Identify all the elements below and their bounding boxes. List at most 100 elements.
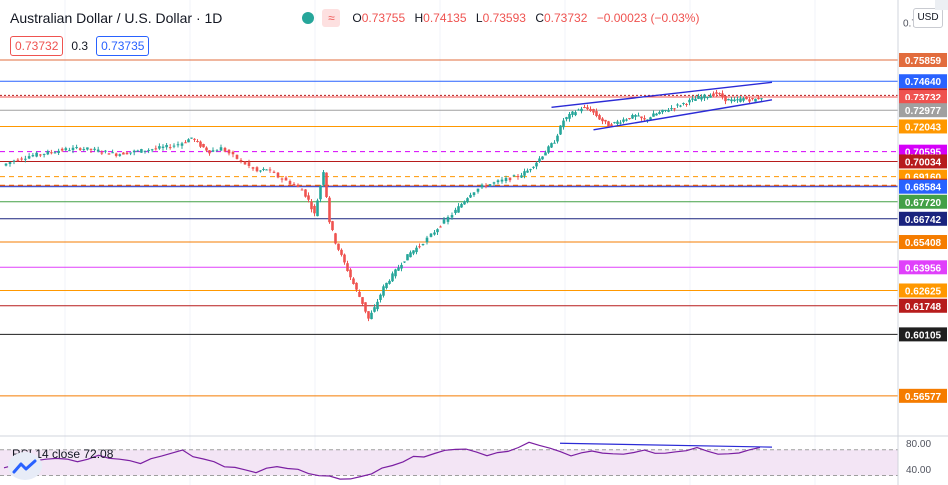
candle-body [516,176,520,178]
currency-button[interactable]: USD [913,8,943,28]
candle-body [172,145,176,147]
candle [488,183,492,187]
candle [340,248,343,257]
candle-body [82,149,86,151]
candle [382,284,385,298]
candle [24,155,27,163]
candle [736,96,739,103]
candle [446,215,450,225]
candle [385,282,388,290]
candle-body [610,124,613,127]
candle-body [397,267,400,271]
candle [592,108,595,115]
candle [4,163,8,167]
wave-icon[interactable]: ≈ [322,9,341,27]
level-label-9: 0.69160 [905,173,942,184]
candle-body [147,149,150,151]
spread-value: 0.3 [71,39,89,53]
candle [125,151,129,155]
level-label-18: 0.61748 [905,302,942,313]
candle-body [4,163,8,166]
candle [132,149,136,156]
level-label-bg-8 [899,154,947,169]
candle-body [415,247,418,253]
candle-body [143,150,147,152]
candle-body [208,150,211,154]
candle-body [12,160,16,162]
candle-body [492,182,496,184]
candle [436,228,439,236]
candle-body [661,109,664,113]
candle [111,149,114,154]
candle [300,188,304,191]
candle-body [211,150,215,152]
candle-body [46,151,50,155]
candle-body [667,110,670,112]
candle [118,153,122,157]
candle-body [276,172,280,178]
candle-body [544,152,547,156]
candle [450,212,454,220]
candle [255,166,259,173]
candle-body [89,148,93,150]
candle [355,282,358,292]
candle [523,168,526,179]
candle-body [24,158,27,160]
candle [667,107,670,113]
candle-body [500,179,504,182]
candle [480,183,484,190]
candle-body [296,184,300,187]
candle [215,149,219,152]
candle [93,146,96,152]
candle-body [292,183,296,186]
level-label-bg-12 [899,179,947,194]
candle [16,158,20,162]
candle [39,153,42,158]
candle [358,289,361,298]
candle-body [682,102,685,104]
candle [571,111,574,118]
candle-body [418,246,421,248]
candle-body [231,151,235,155]
candle [745,95,748,100]
candle-body [35,152,38,157]
sell-price-button[interactable]: 0.73732 [10,36,64,56]
candle [280,177,284,183]
candle-body [215,150,219,152]
low-value: 0.73593 [482,11,526,25]
candle [577,108,580,111]
candle [516,173,520,180]
candle [460,202,463,208]
candle-body [322,172,325,185]
candle [439,225,442,228]
candle [313,204,316,217]
level-label-bg-13 [899,194,947,209]
candle-body [454,209,457,214]
candle-body [125,152,129,155]
candle [107,153,111,155]
level-label-3: 0.73732 [905,93,942,104]
candle [754,98,757,102]
candle [165,143,168,150]
candle [143,150,147,154]
corner-box [935,0,948,10]
candle [60,147,64,153]
candle [730,97,733,104]
candle [122,152,125,155]
candle [631,113,634,120]
candle [292,182,296,186]
candle [334,232,337,245]
tradingview-logo-icon[interactable] [8,452,42,480]
candle [129,152,132,156]
candle [114,152,118,158]
candle-body [304,189,307,197]
buy-price-button[interactable]: 0.73735 [96,36,150,56]
candle-body [643,118,646,120]
candle [53,150,57,154]
candle-body [53,152,57,154]
candle [661,109,664,115]
candle-body [27,156,31,159]
candle [727,98,730,101]
